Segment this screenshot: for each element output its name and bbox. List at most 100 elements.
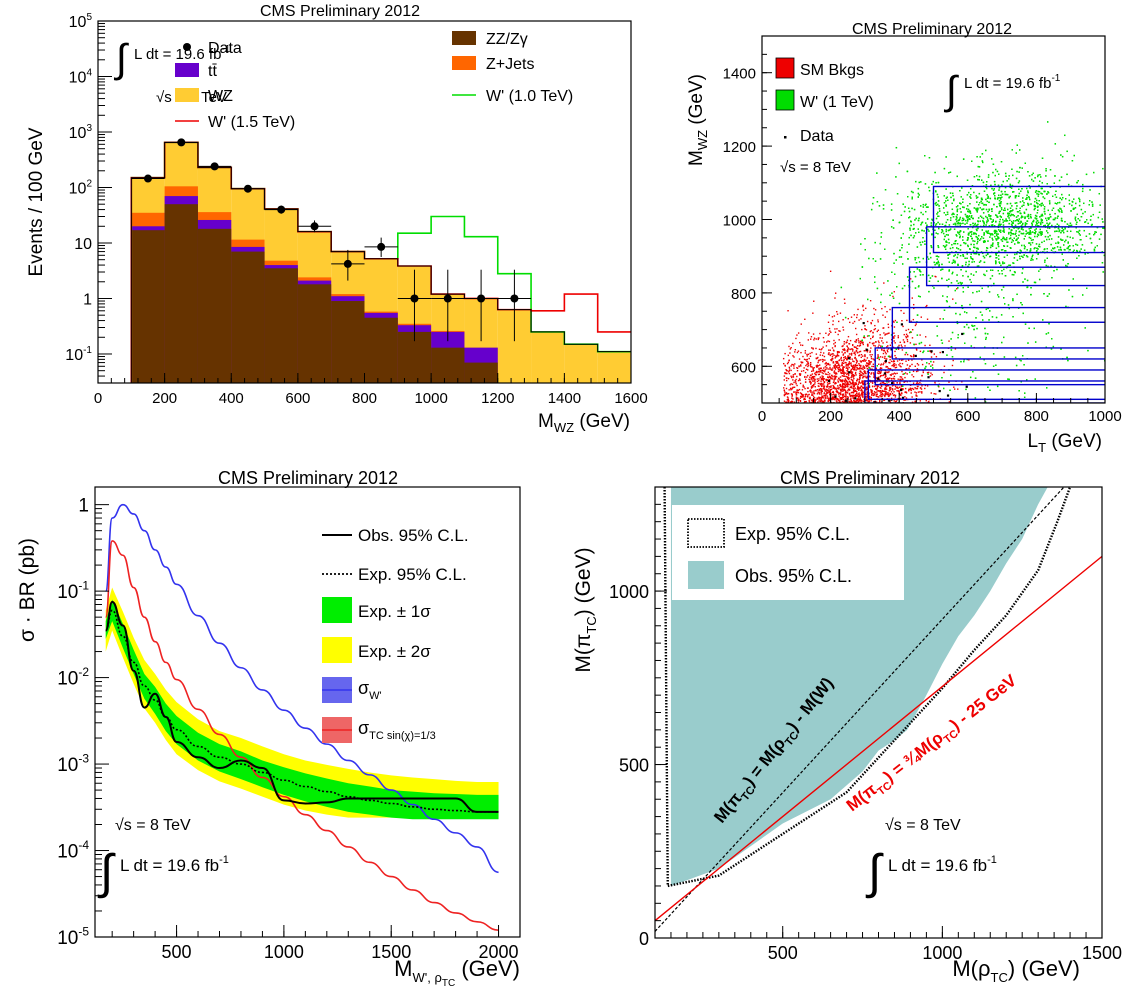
sm-bkg-point	[868, 400, 871, 402]
sm-bkg-point	[830, 359, 832, 361]
sm-bkg-point	[842, 398, 845, 401]
sm-bkg-point	[865, 396, 867, 398]
sm-bkg-point	[829, 270, 832, 273]
sm-bkg-point	[883, 357, 886, 359]
wprime-point	[1041, 187, 1043, 190]
sm-bkg-point	[894, 350, 896, 353]
sm-bkg-point	[856, 364, 859, 367]
sm-bkg-point	[867, 362, 870, 365]
sm-bkg-point	[843, 343, 845, 345]
sm-bkg-point	[834, 341, 837, 344]
wprime-point	[1102, 167, 1104, 170]
wprime-point	[977, 165, 979, 168]
sm-bkg-point	[894, 396, 897, 398]
sm-bkg-point	[809, 383, 812, 385]
wprime-point	[983, 257, 986, 259]
wprime-point	[945, 197, 948, 199]
wprime-point	[1001, 193, 1004, 195]
wprime-point	[1062, 196, 1064, 199]
wprime-point	[991, 269, 994, 271]
sm-bkg-point	[872, 363, 875, 365]
sm-bkg-point	[843, 386, 846, 389]
sm-bkg-point	[874, 309, 877, 311]
wprime-point	[998, 258, 1000, 260]
bar-wz	[531, 331, 565, 383]
wprime-point	[1044, 190, 1046, 193]
sm-bkg-point	[870, 321, 872, 324]
sm-bkg-point	[823, 381, 826, 383]
wprime-point	[1107, 218, 1108, 219]
wprime-point	[1049, 234, 1051, 237]
sm-bkg-point	[809, 381, 812, 383]
wprime-point	[1002, 224, 1005, 226]
sm-bkg-point	[842, 354, 844, 356]
sm-bkg-point	[847, 347, 849, 349]
sm-bkg-point	[866, 371, 869, 373]
wprime-point	[945, 228, 947, 231]
sm-bkg-point	[916, 368, 919, 370]
sm-bkg-point	[795, 337, 797, 340]
sm-bkg-point	[823, 355, 826, 358]
sm-bkg-point	[896, 390, 898, 392]
sm-bkg-point	[861, 381, 864, 384]
sm-bkg-point	[825, 396, 827, 398]
wprime-point	[996, 412, 997, 413]
wprime-point	[988, 225, 991, 227]
sm-bkg-point	[808, 332, 810, 334]
sm-bkg-point	[866, 399, 868, 401]
sm-bkg-point	[904, 396, 906, 398]
sm-bkg-point	[834, 368, 837, 370]
sm-bkg-point	[887, 371, 889, 374]
sm-bkg-point	[796, 389, 798, 391]
sm-bkg-point	[825, 332, 827, 334]
sm-bkg-point	[783, 400, 786, 402]
sm-bkg-point	[827, 363, 830, 366]
sm-bkg-point	[858, 351, 861, 353]
sm-bkg-point	[799, 374, 801, 376]
sm-bkg-point	[809, 401, 811, 403]
wprime-point	[918, 261, 921, 263]
sm-bkg-point	[838, 359, 841, 361]
sm-bkg-point	[826, 395, 829, 397]
sm-bkg-point	[831, 359, 833, 362]
sm-bkg-point	[935, 276, 937, 278]
sm-bkg-point	[824, 363, 826, 365]
wprime-point	[1121, 234, 1122, 235]
wprime-point	[1049, 213, 1051, 216]
sm-bkg-point	[870, 355, 873, 358]
sm-bkg-point	[846, 349, 849, 352]
sm-bkg-point	[867, 343, 869, 345]
sm-bkg-point	[800, 393, 803, 395]
wprime-point	[951, 202, 953, 205]
wprime-point	[932, 412, 933, 413]
wprime-point	[1034, 229, 1036, 231]
sm-bkg-point	[856, 368, 859, 370]
sm-bkg-point	[836, 401, 838, 403]
wprime-point	[909, 227, 911, 230]
sm-bkg-point	[882, 390, 884, 392]
wprime-point	[1094, 246, 1096, 249]
sm-bkg-point	[905, 336, 908, 339]
sm-bkg-point	[842, 348, 844, 351]
sm-bkg-point	[822, 336, 825, 339]
sm-bkg-point	[889, 362, 891, 364]
sm-bkg-point	[877, 356, 879, 359]
sm-bkg-point	[943, 365, 946, 367]
sm-bkg-point	[866, 391, 869, 393]
sm-bkg-point	[790, 383, 792, 385]
wprime-point	[1018, 218, 1020, 220]
wprime-point	[1130, 184, 1131, 185]
sm-bkg-point	[841, 400, 844, 403]
sm-bkg-point	[842, 388, 844, 390]
sm-bkg-point	[850, 365, 853, 367]
sm-bkg-point	[827, 321, 830, 323]
wprime-point	[998, 189, 1000, 191]
wprime-point	[963, 231, 965, 233]
sm-bkg-point	[819, 400, 821, 403]
sm-bkg-point	[815, 371, 817, 374]
wprime-point	[1078, 197, 1080, 200]
sm-bkg-point	[838, 393, 840, 395]
sm-bkg-point	[807, 394, 809, 396]
sm-bkg-point	[952, 359, 954, 362]
wprime-point	[994, 235, 996, 238]
